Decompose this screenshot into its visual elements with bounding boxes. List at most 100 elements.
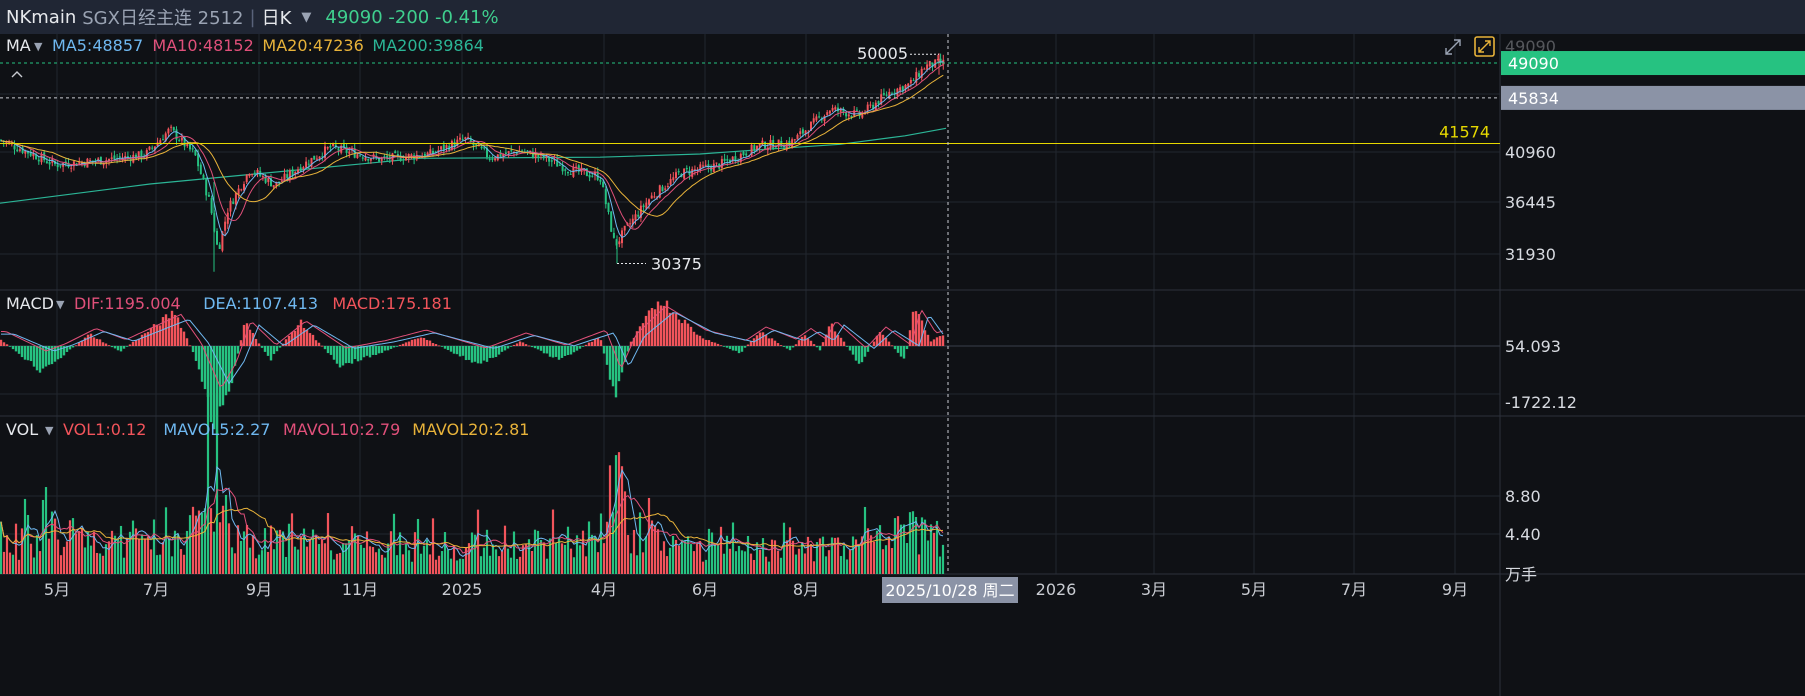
macd-bar: [95, 338, 99, 346]
volume-bar: [251, 535, 255, 574]
volume-bar: [299, 536, 303, 574]
volume-bar: [32, 557, 36, 574]
macd-bar: [722, 346, 726, 347]
collapse-chevron-icon[interactable]: [11, 71, 23, 78]
macd-bar: [743, 346, 747, 348]
candle: [612, 227, 615, 239]
dropdown-caret-icon[interactable]: ▼: [301, 9, 312, 25]
volume-bar: [602, 543, 606, 574]
kline-chart[interactable]: 31930 36445 40960 49090 54.093 -1722.12 8.80 4.…: [0, 34, 1805, 696]
macd-bar: [767, 338, 771, 346]
candle: [245, 174, 248, 185]
volume-bar: [260, 550, 264, 574]
volume-bar: [317, 544, 321, 574]
macd-bar: [362, 346, 366, 358]
volume-bar: [347, 540, 351, 574]
dea-line: [1, 312, 944, 385]
high-annotation: 50005: [857, 44, 908, 63]
macd-bar: [674, 313, 678, 346]
vol-legend-title[interactable]: VOL: [6, 420, 38, 439]
macd-bar: [455, 346, 459, 355]
macd-bar: [839, 337, 843, 346]
macd-bar: [407, 341, 411, 346]
volume-bar: [200, 513, 204, 574]
volume-bar: [794, 554, 798, 574]
volume-bar: [86, 531, 90, 574]
macd-bar: [806, 338, 810, 346]
volume-bar: [770, 539, 774, 574]
candle: [548, 155, 551, 167]
macd-bar: [578, 346, 582, 349]
candle: [186, 140, 189, 148]
macd-bar: [119, 346, 123, 352]
volume-bar: [458, 558, 462, 574]
volume-bar: [161, 542, 165, 574]
volume-bar: [332, 559, 336, 574]
volume-bar: [839, 556, 843, 574]
volume-bar: [407, 550, 411, 574]
candle: [159, 138, 162, 144]
macd-bar: [644, 315, 648, 346]
volume-bar: [203, 508, 207, 574]
volume-bar: [368, 546, 372, 574]
volume-bar: [578, 545, 582, 574]
volume-bar: [599, 513, 603, 574]
volume-bar: [533, 529, 537, 574]
symbol-code[interactable]: NKmain: [6, 6, 77, 28]
candle: [483, 146, 486, 151]
expand-icon[interactable]: [1445, 39, 1461, 55]
volume-bar: [107, 541, 111, 574]
volume-bar: [287, 523, 291, 574]
macd-bar: [413, 339, 417, 346]
volume-bar: [836, 537, 840, 574]
period-selector[interactable]: 日K: [261, 8, 292, 29]
volume-bar: [434, 559, 438, 574]
macd-bar: [782, 346, 786, 347]
macd-bar: [830, 323, 834, 346]
macd-bar: [257, 343, 261, 346]
volume-bar: [356, 535, 360, 574]
macd-bar: [389, 346, 393, 349]
volume-bar: [680, 539, 684, 574]
macd-bar: [185, 338, 189, 346]
dropdown-caret-icon[interactable]: ▼: [34, 40, 43, 53]
macd-bar: [302, 327, 306, 346]
candle: [191, 145, 194, 153]
candle: [299, 164, 302, 173]
contract-name: SGX日经主连 2512: [82, 8, 244, 29]
candle: [661, 184, 664, 192]
macd-bar: [911, 311, 915, 346]
volume-bar: [77, 531, 81, 574]
volume-bar: [92, 531, 96, 574]
fullscreen-icon[interactable]: [1474, 36, 1495, 57]
candle: [0, 139, 2, 142]
macd-bar: [2, 342, 6, 346]
candle: [923, 67, 926, 70]
ma-legend-title[interactable]: MA: [6, 36, 31, 55]
macd-bar: [539, 346, 543, 351]
volume-bar: [677, 545, 681, 574]
macd-bar: [212, 346, 216, 430]
dropdown-caret-icon[interactable]: ▼: [45, 424, 54, 437]
candle: [899, 84, 902, 95]
macd-bar: [464, 346, 468, 361]
candle: [634, 210, 637, 225]
candle: [307, 159, 310, 170]
macd-bar: [821, 342, 825, 346]
volume-bar: [545, 558, 549, 574]
candle: [13, 140, 16, 155]
volume-bar: [38, 551, 42, 574]
volume-bar: [275, 530, 279, 574]
macd-bar: [599, 340, 603, 346]
macd-legend-title[interactable]: MACD: [6, 294, 54, 313]
volume-bar: [74, 533, 78, 574]
macd-bar: [665, 300, 669, 346]
macd-bar: [827, 326, 831, 346]
candle: [869, 101, 872, 109]
ma-legend-value: MA5:48857: [52, 36, 143, 55]
volume-bar: [875, 530, 879, 574]
dropdown-caret-icon[interactable]: ▼: [56, 298, 65, 311]
macd-bar: [242, 324, 246, 346]
volume-bar: [176, 534, 180, 574]
macd-bar: [896, 346, 900, 353]
